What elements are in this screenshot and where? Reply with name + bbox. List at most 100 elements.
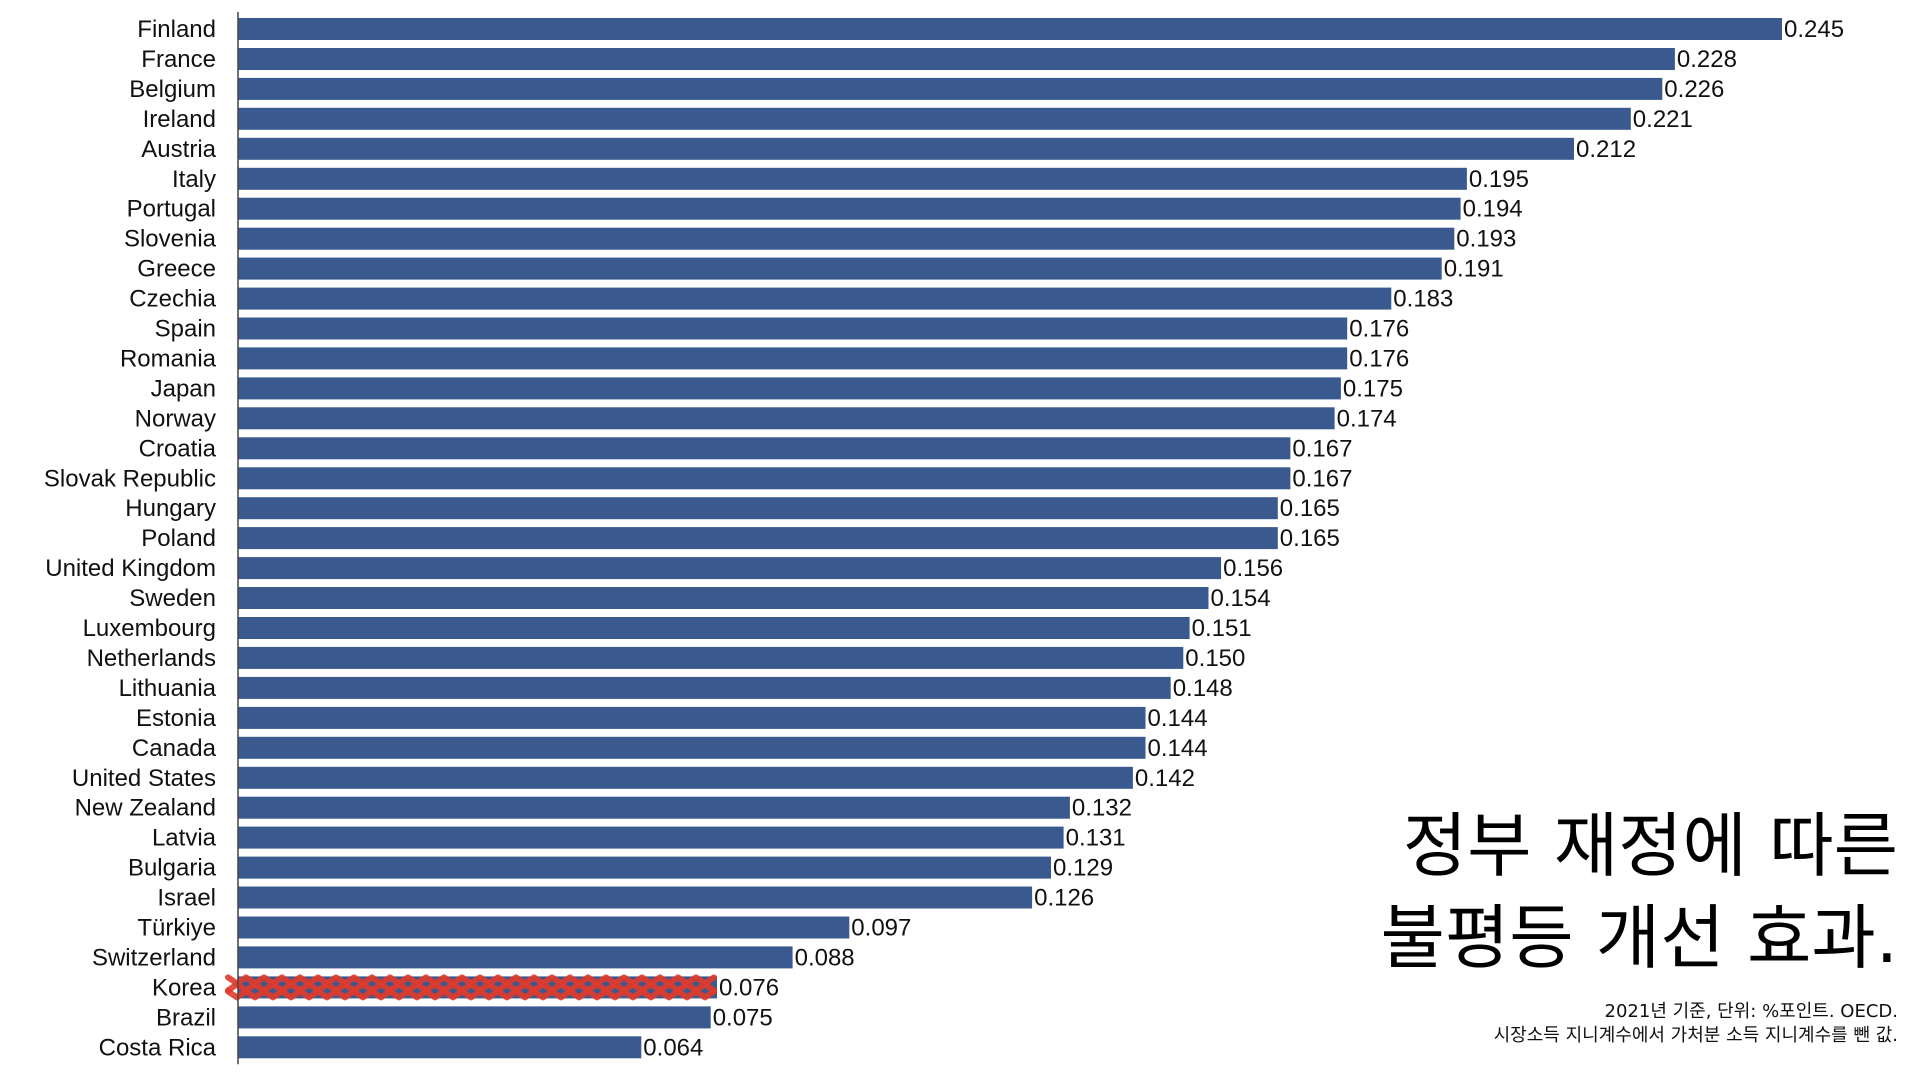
category-label-canada: Canada xyxy=(132,735,217,762)
value-label-estonia: 0.144 xyxy=(1148,705,1208,732)
labels-layer: Finland 0.245 France 0.228 Belgium 0.226 Irela… xyxy=(44,16,1844,1061)
bar-italy xyxy=(238,167,1467,190)
category-label-greece: Greece xyxy=(137,256,216,283)
value-label-bulgaria: 0.129 xyxy=(1053,855,1113,882)
bar-france xyxy=(238,48,1675,70)
category-label-romania: Romania xyxy=(120,345,217,372)
value-label-switzerland: 0.088 xyxy=(795,944,855,971)
highlight-stroke xyxy=(225,981,717,994)
bar-croatia xyxy=(238,437,1291,460)
value-label-canada: 0.144 xyxy=(1148,735,1208,762)
bar-spain xyxy=(238,317,1348,340)
bar-slovenia xyxy=(238,227,1455,250)
category-label-ireland: Ireland xyxy=(143,106,216,133)
value-label-brazil: 0.075 xyxy=(713,1004,773,1031)
bar-finland xyxy=(238,18,1782,40)
category-label-slovenia: Slovenia xyxy=(124,226,217,253)
value-label-spain: 0.176 xyxy=(1349,316,1409,343)
bar-czechia xyxy=(238,287,1392,310)
category-label-united-kingdom: United Kingdom xyxy=(45,555,216,582)
category-label-new-zealand: New Zealand xyxy=(75,795,216,822)
bar-romania xyxy=(238,347,1348,370)
bar-new-zealand xyxy=(238,796,1070,819)
value-label-t-rkiye: 0.097 xyxy=(851,915,911,942)
value-label-portugal: 0.194 xyxy=(1463,196,1523,223)
bar-costa-rica xyxy=(238,1036,642,1059)
headline: 정부 재정에 따른 불평등 개선 효과. xyxy=(1198,800,1898,984)
value-label-romania: 0.176 xyxy=(1349,345,1409,372)
bar-switzerland xyxy=(238,946,793,969)
category-label-netherlands: Netherlands xyxy=(87,645,216,672)
value-label-austria: 0.212 xyxy=(1576,136,1636,163)
bar-canada xyxy=(238,736,1146,759)
bar-sweden xyxy=(238,587,1209,609)
bar-bulgaria xyxy=(238,856,1051,879)
category-label-t-rkiye: Türkiye xyxy=(137,915,216,942)
category-label-sweden: Sweden xyxy=(129,585,216,612)
category-label-brazil: Brazil xyxy=(156,1004,216,1031)
category-label-united-states: United States xyxy=(72,765,216,792)
category-label-austria: Austria xyxy=(141,136,216,163)
bar-norway xyxy=(238,407,1335,430)
bar-luxembourg xyxy=(238,617,1190,639)
value-label-latvia: 0.131 xyxy=(1066,825,1126,852)
value-label-costa-rica: 0.064 xyxy=(643,1034,703,1061)
value-label-greece: 0.191 xyxy=(1444,256,1504,283)
bar-hungary xyxy=(238,497,1278,520)
footnote: 2021년 기준, 단위: %포인트. OECD. 시장소득 지니계수에서 가처… xyxy=(998,1000,1898,1048)
bar-ireland xyxy=(238,107,1631,130)
category-label-slovak-republic: Slovak Republic xyxy=(44,465,216,492)
value-label-netherlands: 0.150 xyxy=(1185,645,1245,672)
headline-line-2: 불평등 개선 효과. xyxy=(1380,897,1898,979)
value-label-croatia: 0.167 xyxy=(1292,435,1352,462)
footnote-line-2: 시장소득 지니계수에서 가처분 소득 지니계수를 뺀 값. xyxy=(1493,1025,1898,1046)
category-label-costa-rica: Costa Rica xyxy=(99,1034,217,1061)
category-label-switzerland: Switzerland xyxy=(92,944,216,971)
value-label-finland: 0.245 xyxy=(1784,16,1844,43)
value-label-lithuania: 0.148 xyxy=(1173,675,1233,702)
category-label-portugal: Portugal xyxy=(127,196,216,223)
value-label-united-kingdom: 0.156 xyxy=(1223,555,1283,582)
category-label-bulgaria: Bulgaria xyxy=(128,855,217,882)
bar-brazil xyxy=(238,1006,711,1029)
category-label-croatia: Croatia xyxy=(139,435,217,462)
category-label-latvia: Latvia xyxy=(152,825,217,852)
bar-israel xyxy=(238,886,1033,909)
category-label-belgium: Belgium xyxy=(129,76,216,103)
value-label-sweden: 0.154 xyxy=(1211,585,1271,612)
category-label-luxembourg: Luxembourg xyxy=(83,615,216,642)
category-label-spain: Spain xyxy=(155,316,216,343)
value-label-poland: 0.165 xyxy=(1280,525,1340,552)
bar-slovak-republic xyxy=(238,467,1291,490)
bar-estonia xyxy=(238,706,1146,729)
bar-latvia xyxy=(238,826,1064,849)
headline-line-1: 정부 재정에 따른 xyxy=(1402,805,1898,887)
category-label-estonia: Estonia xyxy=(136,705,217,732)
bar-austria xyxy=(238,137,1574,160)
bar-belgium xyxy=(238,77,1663,100)
bar-united-kingdom xyxy=(238,557,1222,580)
value-label-czechia: 0.183 xyxy=(1393,286,1453,313)
category-label-norway: Norway xyxy=(135,405,216,432)
bar-portugal xyxy=(238,197,1461,220)
category-label-finland: Finland xyxy=(137,16,216,43)
value-label-italy: 0.195 xyxy=(1469,166,1529,193)
bar-lithuania xyxy=(238,676,1171,699)
bar-japan xyxy=(238,377,1341,400)
category-label-italy: Italy xyxy=(172,166,216,193)
footnote-line-1: 2021년 기준, 단위: %포인트. OECD. xyxy=(1604,1001,1898,1022)
value-label-slovak-republic: 0.167 xyxy=(1292,465,1352,492)
value-label-hungary: 0.165 xyxy=(1280,495,1340,522)
bars-layer xyxy=(225,18,1782,1059)
value-label-slovenia: 0.193 xyxy=(1456,226,1516,253)
value-label-ireland: 0.221 xyxy=(1633,106,1693,133)
value-label-new-zealand: 0.132 xyxy=(1072,795,1132,822)
highlight-scribble-korea xyxy=(225,974,717,1001)
bar-poland xyxy=(238,527,1278,550)
value-label-korea: 0.076 xyxy=(719,974,779,1001)
bar-united-states xyxy=(238,766,1133,789)
value-label-united-states: 0.142 xyxy=(1135,765,1195,792)
bar-t-rkiye xyxy=(238,916,850,939)
